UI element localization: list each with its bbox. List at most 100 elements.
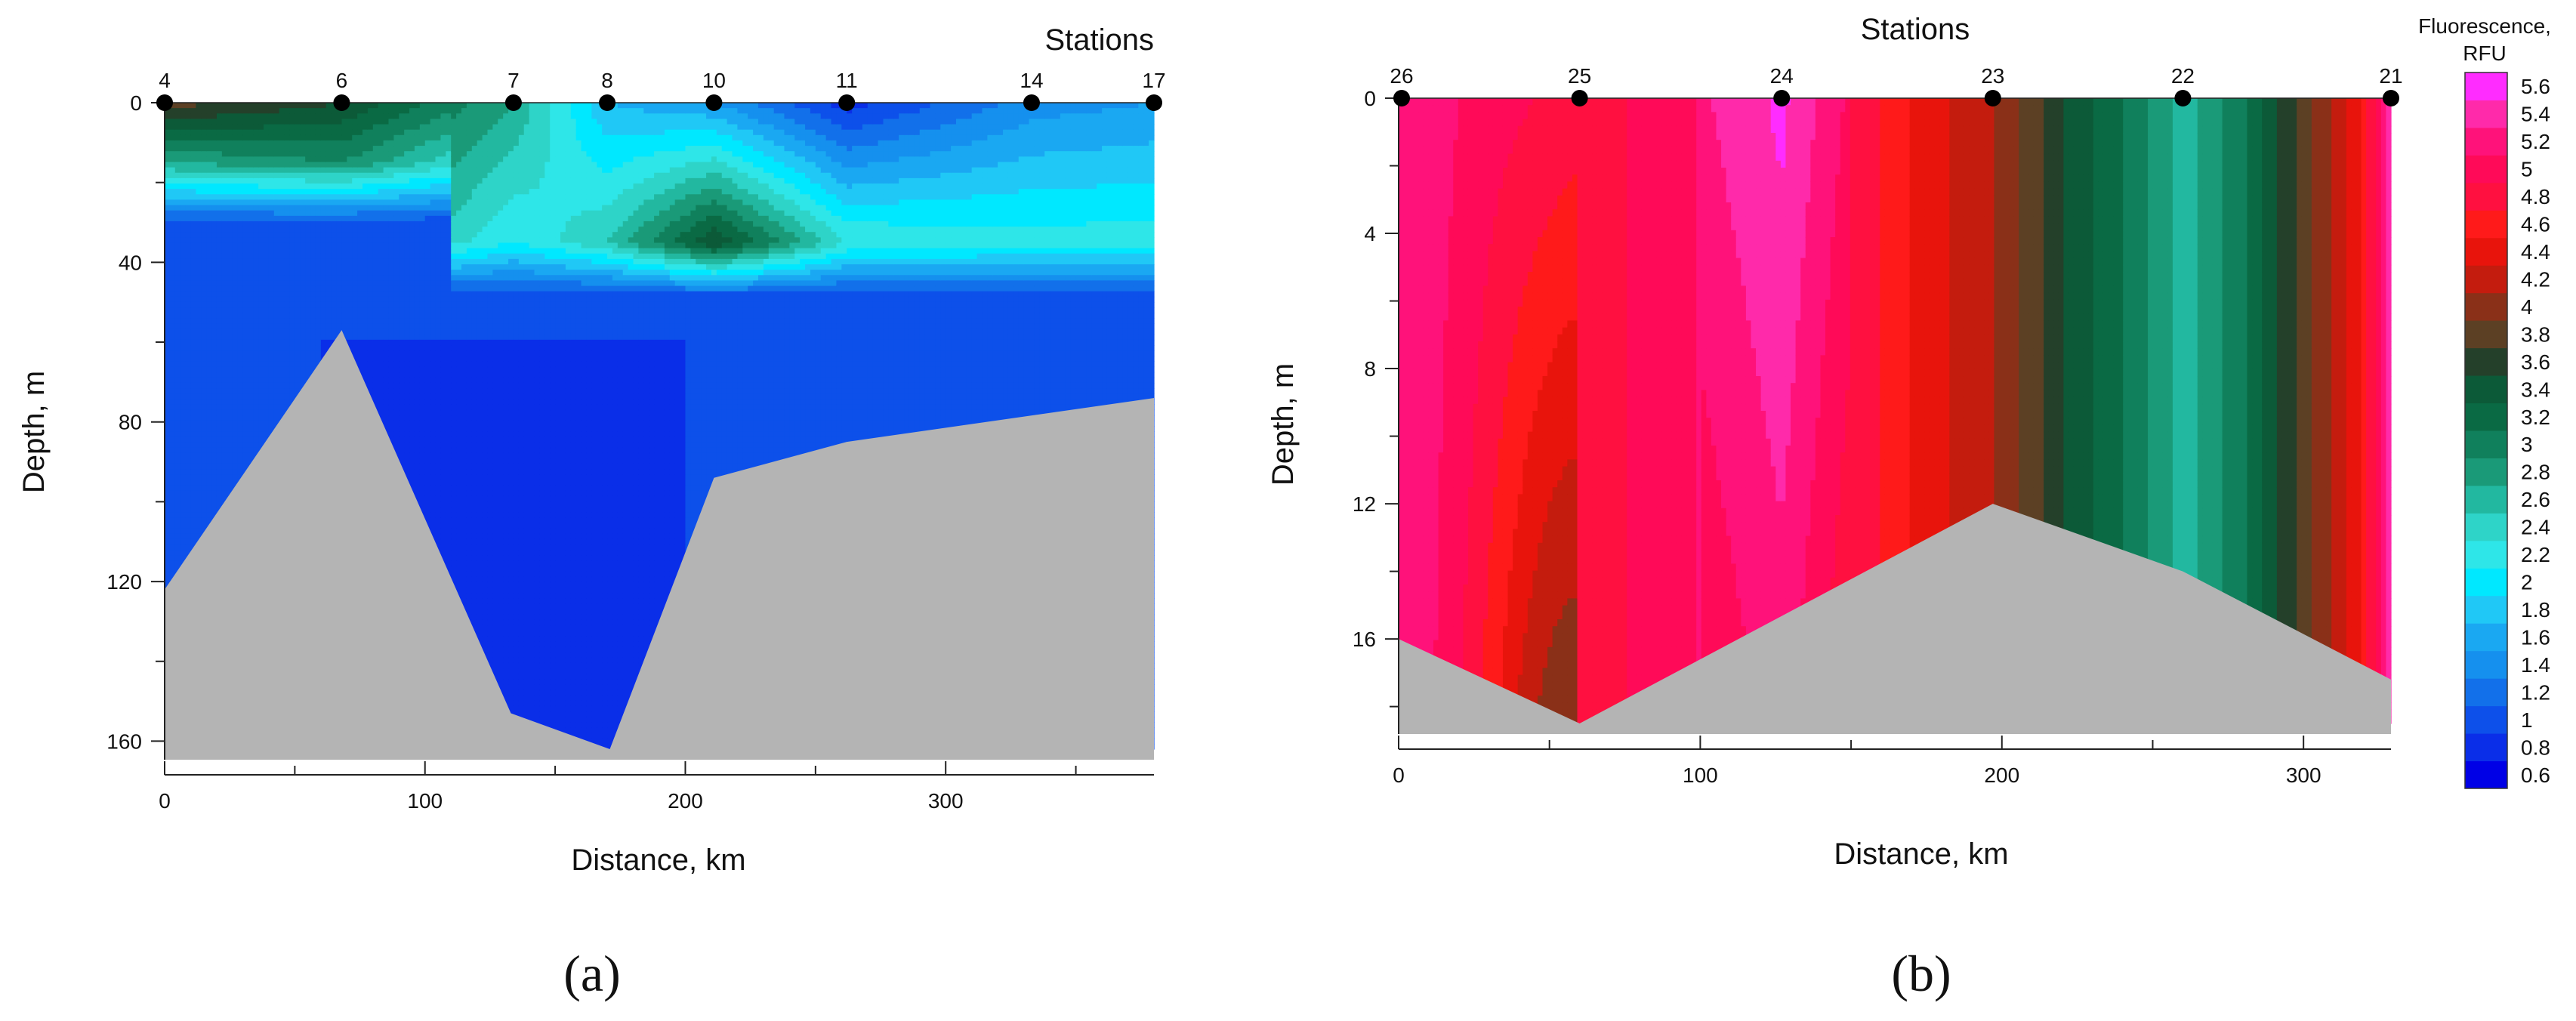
panel-a-label: (a) [563, 945, 620, 1002]
y-tick-label: 16 [1353, 628, 1376, 651]
station-label: 26 [1390, 64, 1413, 88]
station-label: 17 [1142, 69, 1165, 92]
station-label: 23 [1981, 64, 2004, 88]
colorbar: Fluorescence, RFU 0.6 0.8 1 1.2 1.4 1.6 1.8 2 2.… [2418, 14, 2551, 789]
panel-b-stations-title: Stations [1861, 13, 1970, 46]
colorbar-swatch [2465, 485, 2507, 514]
colorbar-tick-label: 0.8 [2521, 736, 2550, 759]
panel-a-x-ticks: 0 100 200 300 [159, 761, 1077, 813]
colorbar-swatch [2465, 568, 2507, 597]
colorbar-tick-label: 1.4 [2521, 653, 2550, 677]
panel-a-frame [164, 102, 1154, 776]
colorbar-tick-label: 2.6 [2521, 488, 2550, 511]
colorbar-tick-label: 4.2 [2521, 267, 2550, 291]
station-marker [1393, 90, 1410, 106]
panel-a-stations: 4 6 7 8 10 11 14 17 [156, 69, 1166, 111]
station-label: 11 [836, 69, 858, 92]
x-tick-label: 100 [1683, 763, 1718, 787]
colorbar-swatch [2465, 623, 2507, 652]
colorbar-swatch [2465, 595, 2507, 624]
y-tick-label: 160 [106, 730, 142, 753]
colorbar-title-line-1: Fluorescence, [2418, 14, 2551, 38]
panel-b-seafloor [1397, 504, 2392, 737]
panel-b-fluorescence-field [1399, 98, 2392, 724]
colorbar-swatch [2465, 155, 2507, 184]
colorbar-tick-label: 3.8 [2521, 322, 2550, 346]
colorbar-swatch [2465, 347, 2507, 376]
station-marker [1023, 94, 1040, 111]
colorbar-tick-label: 5.6 [2521, 75, 2550, 98]
colorbar-tick-label: 3.4 [2521, 378, 2550, 401]
station-label: 4 [159, 69, 171, 92]
colorbar-title-line-2: RFU [2463, 42, 2507, 65]
station-label: 22 [2171, 64, 2195, 88]
station-marker [2174, 90, 2192, 106]
colorbar-swatch [2465, 210, 2507, 239]
station-label: 10 [702, 69, 726, 92]
panel-b-y-ticks: 0 4 8 12 16 [1353, 87, 1399, 708]
station-label: 24 [1770, 64, 1794, 88]
y-tick-label: 4 [1364, 222, 1376, 245]
panel-a-y-ticks: 0 40 80 120 160 [106, 91, 165, 753]
colorbar-swatch [2465, 100, 2507, 128]
panel-b-x-ticks: 0 100 200 300 [1393, 736, 2321, 787]
station-marker [599, 94, 616, 111]
colorbar-tick-label: 3.2 [2521, 406, 2550, 429]
station-marker [2383, 90, 2399, 106]
x-tick-label: 300 [928, 789, 964, 813]
station-marker [838, 94, 856, 111]
colorbar-swatch [2465, 705, 2507, 734]
y-tick-label: 12 [1353, 492, 1376, 516]
y-tick-label: 120 [106, 570, 142, 594]
colorbar-tick-label: 4 [2521, 295, 2533, 319]
colorbar-swatch [2465, 265, 2507, 294]
panel-b-y-axis-label: Depth, m [1266, 363, 1300, 486]
colorbar-tick-label: 1.6 [2521, 625, 2550, 649]
panel-b-stations: 26 25 24 23 22 21 [1390, 64, 2403, 106]
station-marker [1571, 90, 1588, 106]
x-tick-label: 300 [2286, 763, 2321, 787]
station-marker [705, 94, 723, 111]
colorbar-tick-label: 0.6 [2521, 763, 2550, 787]
colorbar-swatch [2465, 540, 2507, 569]
y-tick-label: 80 [119, 411, 142, 434]
colorbar-tick-label: 2.8 [2521, 461, 2550, 484]
panel-a: 0 100 200 300 0 40 80 120 160 4 6 7 8 10 11 14 17 Stat… [17, 23, 1166, 1002]
panel-b-label: (b) [1891, 945, 1951, 1002]
colorbar-swatch [2465, 678, 2507, 707]
colorbar-tick-label: 5.2 [2521, 130, 2550, 153]
station-label: 7 [507, 69, 520, 92]
colorbar-tick-label: 5.4 [2521, 103, 2550, 126]
colorbar-swatch [2465, 237, 2507, 266]
x-tick-label: 0 [1393, 763, 1405, 787]
station-label: 21 [2379, 64, 2402, 88]
station-marker [156, 94, 173, 111]
station-label: 14 [1020, 69, 1043, 92]
station-marker [1773, 90, 1791, 106]
x-tick-label: 0 [159, 789, 171, 813]
colorbar-tick-label: 4.6 [2521, 213, 2550, 236]
panel-a-y-axis-label: Depth, m [17, 371, 51, 493]
panel-b-x-axis-label: Distance, km [1834, 837, 2008, 871]
colorbar-swatch [2465, 430, 2507, 458]
colorbar-swatch [2465, 650, 2507, 679]
colorbar-tick-label: 2 [2521, 571, 2533, 594]
station-marker [1146, 94, 1162, 111]
panel-a-seafloor [163, 330, 1155, 763]
colorbar-tick-label: 2.2 [2521, 543, 2550, 566]
station-marker [504, 94, 522, 111]
colorbar-outline [2464, 72, 2508, 789]
colorbar-swatch [2465, 458, 2507, 486]
colorbar-swatch [2465, 375, 2507, 404]
station-label: 6 [336, 69, 348, 92]
colorbar-swatch [2465, 403, 2507, 431]
colorbar-tick-label: 1.2 [2521, 680, 2550, 704]
colorbar-swatch [2465, 127, 2507, 156]
x-tick-label: 100 [407, 789, 443, 813]
station-label: 25 [1568, 64, 1591, 88]
station-marker [333, 94, 350, 111]
x-tick-label: 200 [668, 789, 703, 813]
panel-a-x-axis-label: Distance, km [571, 844, 745, 877]
colorbar-swatch [2465, 292, 2507, 321]
